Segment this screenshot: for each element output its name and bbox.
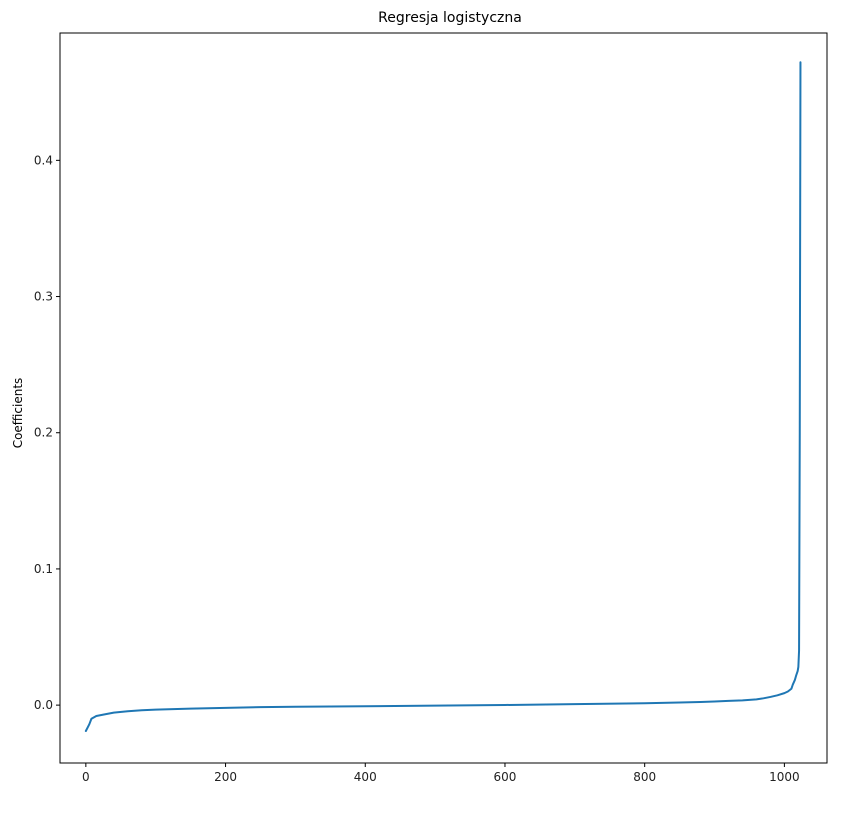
x-tick-label: 200 (214, 770, 237, 784)
y-tick-label: 0.0 (34, 698, 53, 712)
y-tick-label: 0.4 (34, 153, 53, 167)
x-tick-label: 600 (494, 770, 517, 784)
x-tick-label: 800 (633, 770, 656, 784)
x-tick-label: 0 (82, 770, 90, 784)
plot-area: 0 200 400 600 800 1000 0.0 0.1 0.2 0.3 0.4 (34, 61, 802, 784)
y-axis-label: Coefficients (11, 378, 25, 449)
y-tick-label: 0.1 (34, 562, 53, 576)
plot-frame (59, 32, 828, 764)
y-tick-label: 0.2 (34, 426, 53, 440)
y-tick-label: 0.3 (34, 290, 53, 304)
chart-title: Regresja logistyczna (378, 10, 522, 26)
series-line-0 (84, 61, 802, 732)
x-tick-label: 1000 (769, 770, 800, 784)
x-tick-label: 400 (354, 770, 377, 784)
